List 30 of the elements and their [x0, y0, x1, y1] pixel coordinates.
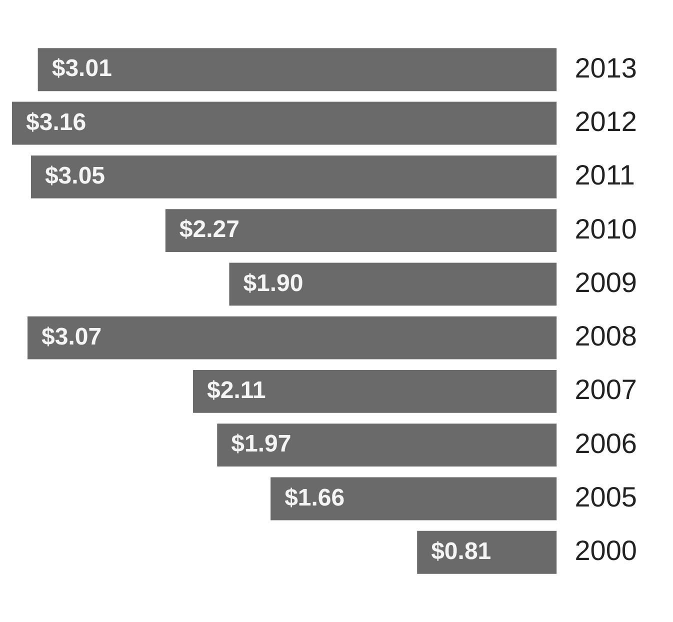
y-tick-label: 2008 [574, 320, 638, 352]
bar [38, 48, 557, 92]
data-label: $2.11 [206, 377, 266, 404]
bar [417, 530, 557, 574]
data-label: $1.97 [231, 430, 292, 458]
data-label: $3.05 [44, 162, 106, 190]
bar [229, 262, 557, 306]
bar [12, 102, 557, 145]
data-label: $2.27 [179, 216, 240, 244]
y-tick-label: 2012 [574, 106, 638, 137]
data-label: $0.81 [431, 538, 492, 566]
bar [217, 424, 557, 467]
y-tick-label: 2011 [574, 160, 635, 191]
y-tick-label: 2013 [574, 52, 638, 84]
y-tick-label: 2005 [574, 481, 638, 512]
bar [28, 316, 557, 360]
y-tick-label: 2007 [574, 374, 638, 406]
bar [165, 209, 557, 252]
data-label: $3.16 [26, 108, 86, 136]
data-label: $3.01 [52, 55, 112, 82]
data-label: $1.66 [284, 484, 345, 512]
bar [30, 155, 557, 198]
data-label: $1.90 [243, 270, 304, 297]
y-tick-label: 2010 [574, 213, 638, 244]
y-tick-label: 2000 [574, 535, 638, 566]
data-label: $3.07 [42, 323, 102, 350]
y-tick-label: 2009 [574, 266, 638, 298]
bar [270, 477, 557, 520]
bar [192, 370, 557, 413]
y-tick-label: 2006 [574, 428, 638, 459]
